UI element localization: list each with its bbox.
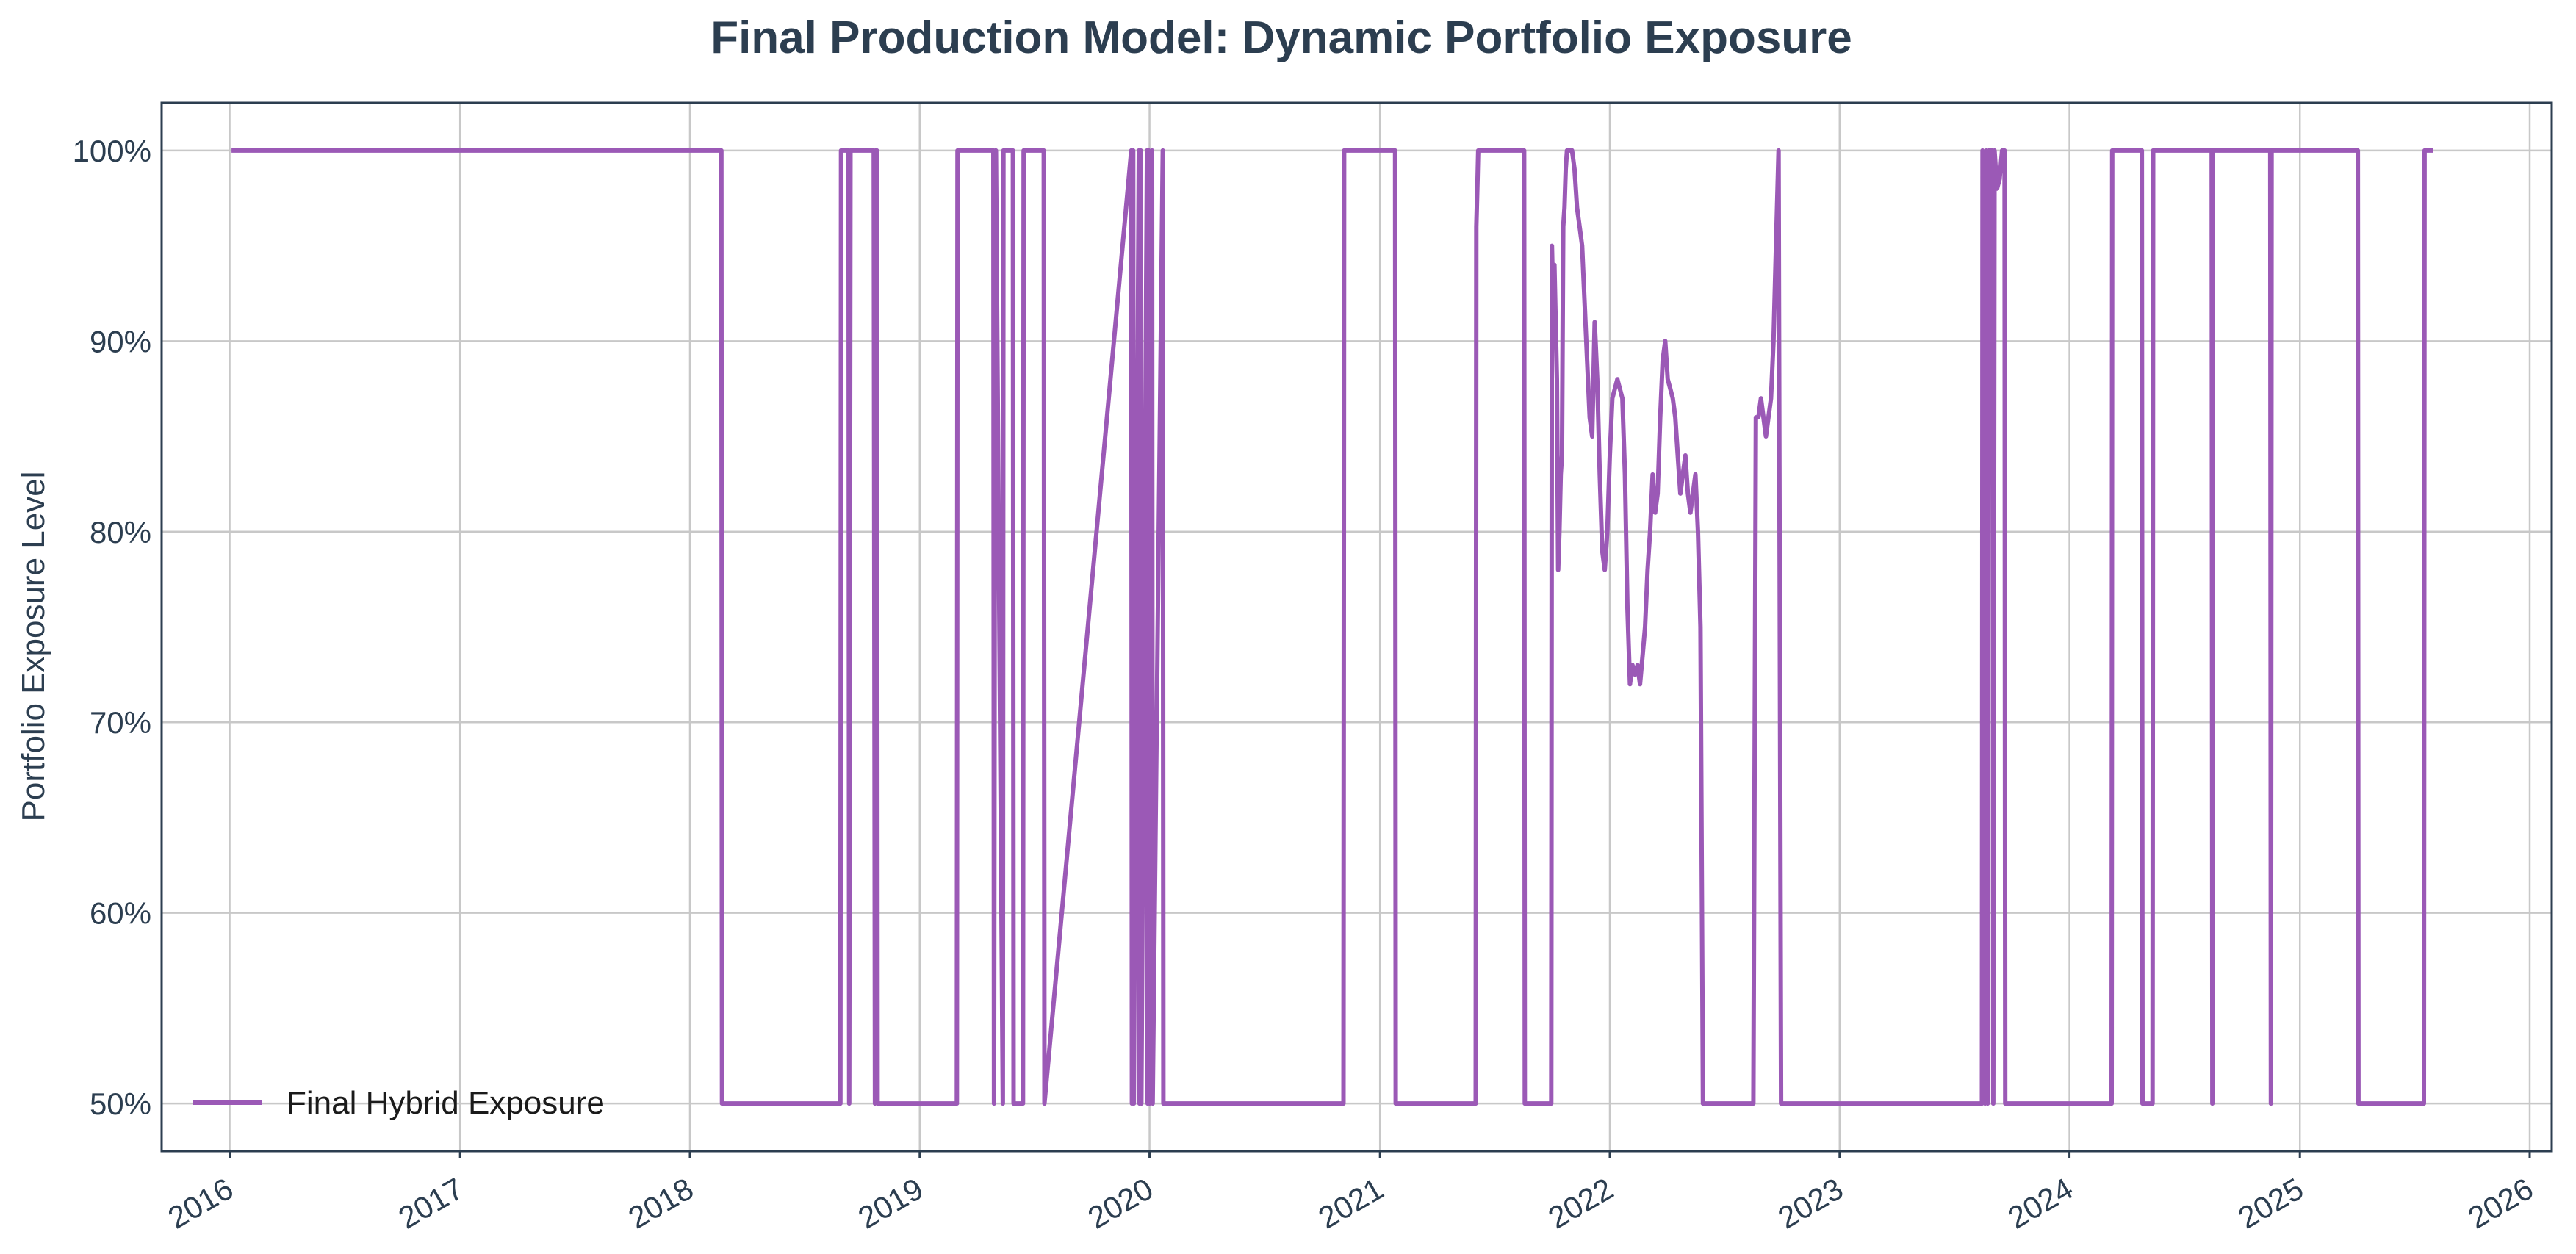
grid-lines — [162, 103, 2552, 1158]
y-tick-label: 90% — [90, 324, 151, 358]
y-tick-label: 60% — [90, 896, 151, 931]
x-tick-label: 2020 — [1082, 1171, 1159, 1235]
y-tick-label: 70% — [90, 705, 151, 740]
x-tick-label: 2021 — [1312, 1171, 1389, 1235]
legend: Final Hybrid Exposure — [193, 1085, 605, 1121]
x-tick-label: 2022 — [1542, 1171, 1619, 1235]
y-tick-labels: 50% 60% 70% 80% 90% 100% — [73, 134, 151, 1121]
x-tick-label: 2025 — [2232, 1171, 2309, 1235]
series-line-final-hybrid-exposure — [231, 148, 2433, 1106]
x-tick-label: 2019 — [852, 1171, 929, 1235]
x-tick-label: 2018 — [622, 1171, 699, 1235]
series-layer — [231, 148, 2433, 1106]
legend-label: Final Hybrid Exposure — [287, 1085, 605, 1121]
x-tick-label: 2023 — [1772, 1171, 1849, 1235]
x-tick-labels: 2016 2017 2018 2019 2020 2021 2022 2023 2024 2025… — [162, 1171, 2539, 1235]
y-axis-label: Portfolio Exposure Level — [15, 472, 51, 822]
y-tick-label: 80% — [90, 515, 151, 549]
x-tick-label: 2024 — [2002, 1171, 2079, 1235]
chart-title: Final Production Model: Dynamic Portfoli… — [710, 12, 1852, 63]
y-tick-label: 100% — [73, 134, 151, 168]
y-tick-label: 50% — [90, 1087, 151, 1121]
x-tick-label: 2016 — [162, 1171, 239, 1235]
x-tick-label: 2026 — [2462, 1171, 2539, 1235]
x-tick-label: 2017 — [392, 1171, 469, 1235]
plot-frame — [160, 101, 2553, 1153]
